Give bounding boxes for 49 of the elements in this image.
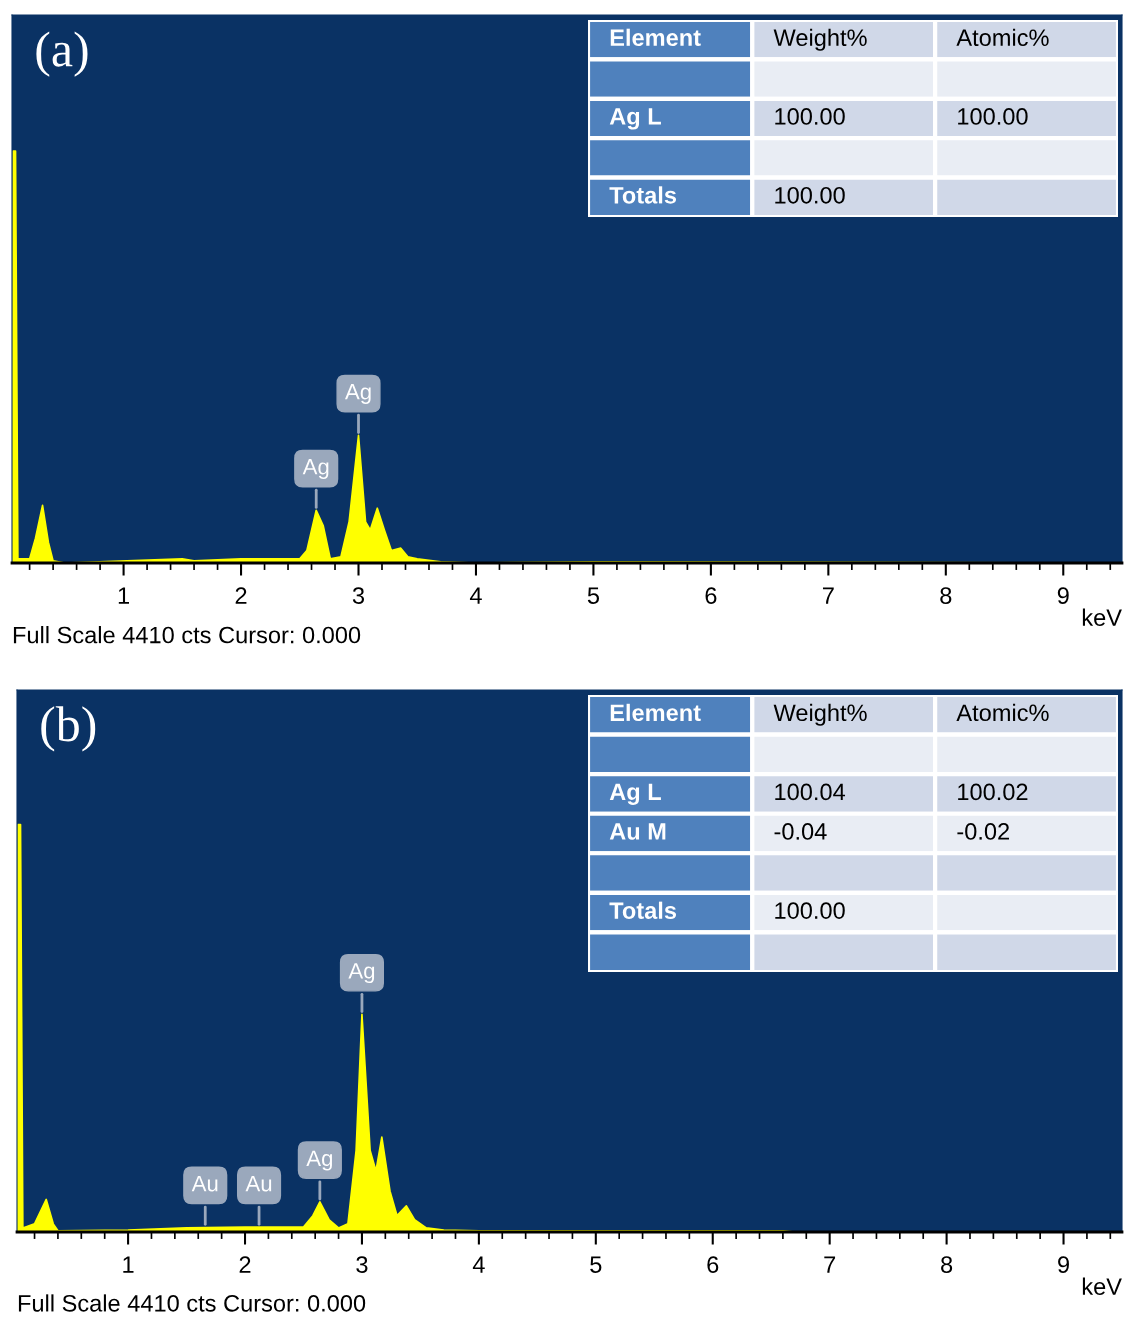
annotation: Au [245, 1175, 272, 1192]
x-tick-label: 1 [123, 1256, 134, 1273]
x-tick-label: 6 [705, 587, 717, 604]
text: Totals [609, 901, 677, 919]
x-tick-label: 3 [356, 1256, 368, 1273]
x-tick-label: 3 [352, 587, 365, 604]
annotation: Au [191, 1175, 218, 1192]
text: 100.02 [958, 783, 1028, 801]
text: Ag L [609, 108, 661, 130]
text: -0.04 [774, 823, 827, 840]
x-tick-label: 4 [472, 1256, 485, 1273]
text: (a) [36, 31, 88, 77]
annotation: Ag [302, 459, 329, 479]
text: 100.00 [775, 108, 845, 125]
x-tick-label: 2 [239, 1256, 251, 1273]
text: Full Scale 4410 cts Cursor: 0.000 [18, 1294, 366, 1312]
x-axis-title: keV [1082, 608, 1122, 626]
x-tick-label: 8 [940, 587, 952, 604]
category-label: Element [610, 28, 701, 47]
x-tick-label: 5 [590, 1256, 602, 1273]
text: -0.02 [957, 823, 1009, 840]
text: 100.04 [775, 783, 846, 801]
text: 100.00 [775, 186, 845, 204]
annotation: Ag [348, 963, 375, 984]
x-tick-label: 8 [941, 1256, 953, 1273]
text: Full Scale 4410 cts Cursor: 0.000 [13, 626, 361, 644]
annotation: Ag [344, 384, 371, 404]
category-label: Weight% [773, 703, 867, 726]
x-tick-label: 7 [824, 1256, 836, 1273]
text: Au M [609, 823, 666, 840]
text: 100.00 [958, 108, 1028, 125]
x-tick-label: 2 [235, 587, 247, 604]
x-axis-title: keV [1082, 1277, 1122, 1295]
x-tick-label: 1 [118, 587, 129, 604]
category-label: Atomic% [956, 28, 1049, 47]
x-tick-label: 5 [587, 587, 599, 604]
text: Ag L [609, 783, 661, 805]
category-label: Element [610, 703, 701, 722]
text: 100.00 [775, 902, 845, 919]
category-label: Atomic% [956, 703, 1049, 722]
text: Totals [609, 186, 677, 204]
text: (b) [41, 706, 96, 752]
x-tick-label: 7 [822, 587, 834, 604]
annotation: Ag [306, 1150, 333, 1171]
x-tick-label: 9 [1057, 587, 1069, 604]
category-label: Weight% [773, 28, 867, 51]
x-tick-label: 6 [707, 1256, 719, 1273]
x-tick-label: 4 [469, 587, 482, 604]
x-tick-label: 9 [1058, 1256, 1069, 1273]
